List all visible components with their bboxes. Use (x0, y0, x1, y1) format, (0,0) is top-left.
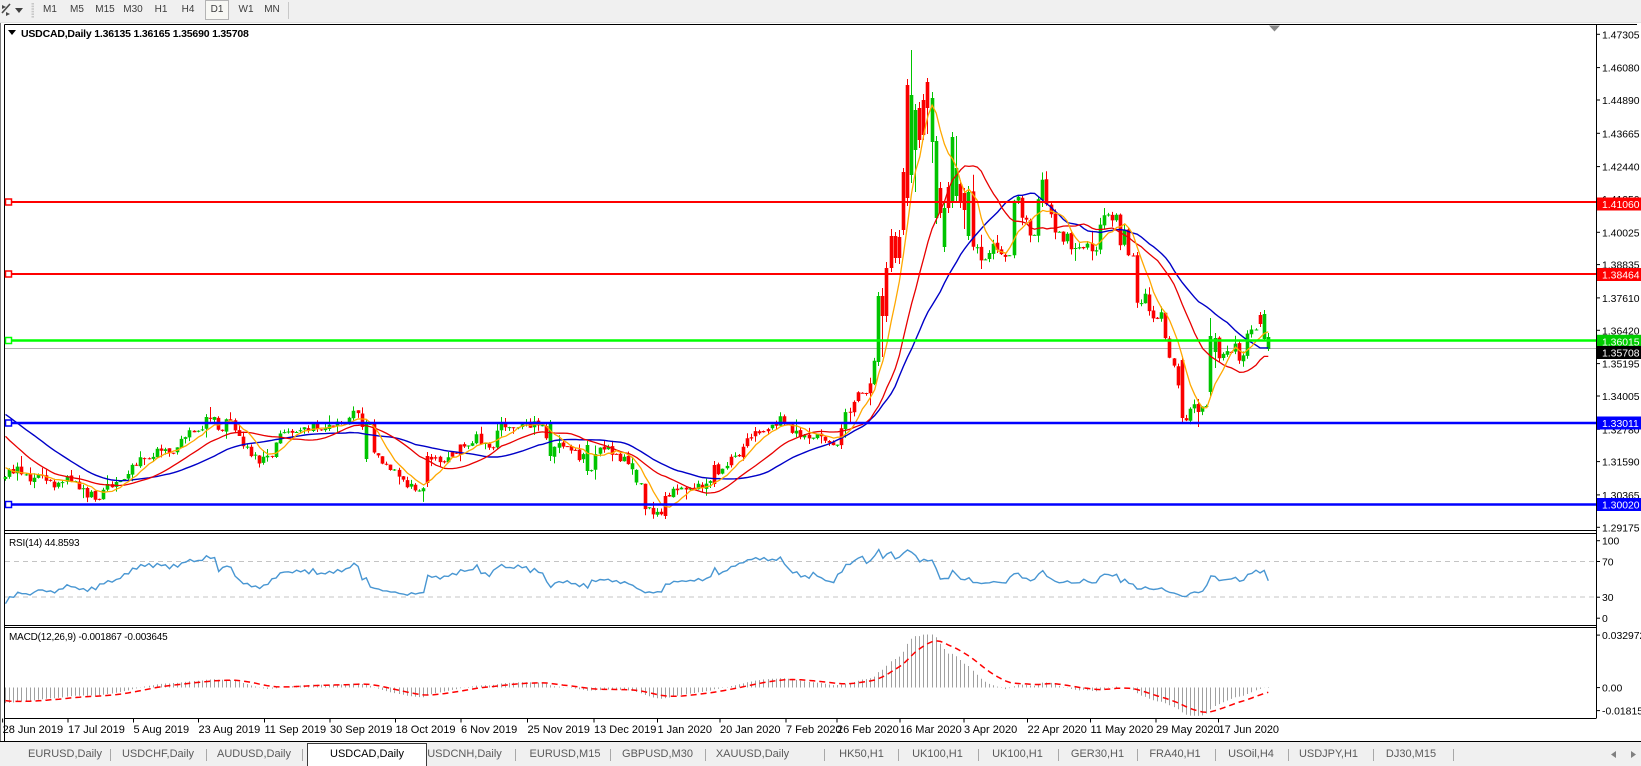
svg-text:USDCAD,Daily 1.36135 1.36165: USDCAD,Daily 1.36135 1.36165 1.35690 1.3… (21, 28, 249, 40)
svg-text:1.40025: 1.40025 (1602, 228, 1640, 239)
svg-text:30: 30 (1602, 593, 1614, 604)
svg-text:0.00: 0.00 (1602, 684, 1622, 695)
svg-text:22 Apr 2020: 22 Apr 2020 (1028, 724, 1087, 736)
svg-text:1.30365: 1.30365 (1602, 491, 1640, 502)
svg-text:1.29175: 1.29175 (1602, 523, 1640, 534)
svg-text:1.44890: 1.44890 (1602, 96, 1640, 107)
svg-text:1.32780: 1.32780 (1602, 425, 1640, 436)
svg-text:1.41060: 1.41060 (1602, 200, 1640, 211)
svg-text:1.47305: 1.47305 (1602, 30, 1640, 41)
svg-text:1 Jan 2020: 1 Jan 2020 (658, 724, 712, 736)
svg-text:20 Jan 2020: 20 Jan 2020 (720, 724, 781, 736)
svg-text:1.33011: 1.33011 (1602, 419, 1639, 430)
svg-text:17 Jun 2020: 17 Jun 2020 (1219, 724, 1280, 736)
svg-text:1.35195: 1.35195 (1602, 360, 1640, 371)
svg-text:1.36015: 1.36015 (1602, 337, 1640, 348)
svg-text:29 May 2020: 29 May 2020 (1156, 724, 1220, 736)
svg-text:7 Feb 2020: 7 Feb 2020 (786, 724, 842, 736)
svg-text:-0.018154: -0.018154 (1602, 707, 1641, 718)
svg-text:30 Sep 2019: 30 Sep 2019 (330, 724, 392, 736)
svg-text:6 Nov 2019: 6 Nov 2019 (461, 724, 517, 736)
svg-text:RSI(14) 44.8593: RSI(14) 44.8593 (9, 538, 80, 549)
svg-text:26 Feb 2020: 26 Feb 2020 (837, 724, 899, 736)
svg-text:0: 0 (1602, 614, 1608, 625)
svg-text:25 Nov 2019: 25 Nov 2019 (528, 724, 590, 736)
svg-text:1.35708: 1.35708 (1602, 349, 1640, 360)
svg-text:1.43665: 1.43665 (1602, 129, 1640, 140)
svg-text:5 Aug 2019: 5 Aug 2019 (134, 724, 190, 736)
svg-text:1.34005: 1.34005 (1602, 392, 1640, 403)
svg-text:1.37610: 1.37610 (1602, 294, 1640, 305)
svg-text:13 Dec 2019: 13 Dec 2019 (594, 724, 656, 736)
svg-text:100: 100 (1602, 537, 1620, 548)
svg-text:1.46080: 1.46080 (1602, 64, 1640, 75)
svg-text:16 Mar 2020: 16 Mar 2020 (900, 724, 962, 736)
svg-text:3 Apr 2020: 3 Apr 2020 (964, 724, 1017, 736)
svg-text:70: 70 (1602, 558, 1614, 569)
svg-text:MACD(12,26,9) -0.001867 -0.003: MACD(12,26,9) -0.001867 -0.003645 (9, 632, 168, 643)
svg-text:11 Sep 2019: 11 Sep 2019 (265, 724, 327, 736)
svg-text:1.42440: 1.42440 (1602, 163, 1640, 174)
svg-text:0.032972: 0.032972 (1602, 631, 1641, 642)
svg-text:1.38464: 1.38464 (1602, 271, 1640, 282)
svg-text:28 Jun 2019: 28 Jun 2019 (3, 724, 64, 736)
svg-text:17 Jul 2019: 17 Jul 2019 (68, 724, 125, 736)
svg-text:18 Oct 2019: 18 Oct 2019 (396, 724, 456, 736)
svg-text:11 May 2020: 11 May 2020 (1091, 724, 1154, 736)
svg-text:1.30020: 1.30020 (1602, 501, 1640, 512)
svg-text:23 Aug 2019: 23 Aug 2019 (199, 724, 261, 736)
svg-text:1.36420: 1.36420 (1602, 326, 1640, 337)
svg-text:1.38835: 1.38835 (1602, 261, 1640, 272)
svg-text:1.31590: 1.31590 (1602, 458, 1640, 469)
